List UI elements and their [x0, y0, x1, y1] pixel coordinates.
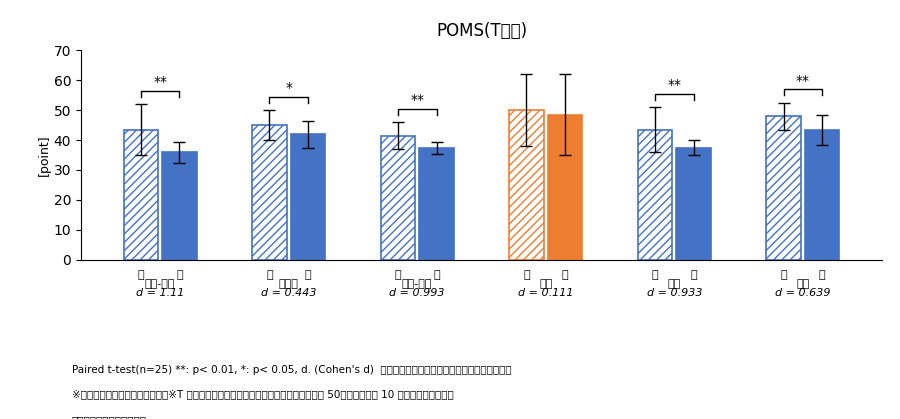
Bar [509, 110, 544, 260]
Text: 後: 後 [433, 270, 440, 280]
Text: るよう変換された値のこと: るよう変換された値のこと [72, 415, 147, 419]
Text: 抑うつ: 抑うつ [279, 279, 299, 289]
Text: 前: 前 [652, 270, 659, 280]
Bar [381, 136, 415, 260]
Y-axis label: [point]: [point] [38, 134, 51, 176]
Text: d = 0.993: d = 0.993 [390, 288, 445, 298]
Text: 後: 後 [304, 270, 311, 280]
Text: 後: 後 [819, 270, 825, 280]
Text: 前: 前 [523, 270, 530, 280]
Text: 前: 前 [780, 270, 787, 280]
Text: **: ** [153, 75, 167, 89]
Bar [638, 129, 672, 260]
Text: *: * [285, 81, 292, 95]
Text: 前: 前 [138, 270, 144, 280]
Bar [291, 134, 325, 260]
Text: 後: 後 [690, 270, 697, 280]
Text: d = 1.11: d = 1.11 [136, 288, 184, 298]
Text: 前: 前 [394, 270, 401, 280]
Text: Paired t-test(n=25) **: p< 0.01, *: p< 0.05, d. (Cohen's d)  は効果量で検定結果の確からしさを示して: Paired t-test(n=25) **: p< 0.01, *: p< 0… [72, 365, 511, 375]
Text: 後: 後 [562, 270, 569, 280]
Text: 活力: 活力 [539, 279, 553, 289]
Text: 怒り-敵意: 怒り-敵意 [402, 279, 433, 289]
Bar [162, 152, 197, 260]
Text: ※図中のエラーバーは標準偏差，※T 得点は一般的には「偏差値」といわれる．平均が 50、標準偏差が 10 の正規分布に近似す: ※図中のエラーバーは標準偏差，※T 得点は一般的には「偏差値」といわれる．平均が… [72, 390, 454, 400]
Text: **: ** [410, 93, 424, 107]
Text: 緊張-不安: 緊張-不安 [145, 279, 176, 289]
Bar [419, 147, 454, 260]
Bar [548, 115, 582, 260]
Text: d = 0.639: d = 0.639 [775, 288, 831, 298]
Bar [805, 129, 840, 260]
Text: d = 0.111: d = 0.111 [518, 288, 573, 298]
Text: **: ** [667, 78, 681, 92]
Bar [123, 129, 158, 260]
Text: 後: 後 [176, 270, 183, 280]
Text: d = 0.443: d = 0.443 [261, 288, 317, 298]
Text: d = 0.933: d = 0.933 [646, 288, 702, 298]
Title: POMS(T得点): POMS(T得点) [436, 22, 527, 40]
Bar [766, 116, 801, 260]
Text: 混乱: 混乱 [796, 279, 809, 289]
Text: 前: 前 [266, 270, 273, 280]
Text: 疲労: 疲労 [668, 279, 681, 289]
Bar [676, 147, 711, 260]
Bar [252, 125, 287, 260]
Text: **: ** [796, 74, 810, 88]
